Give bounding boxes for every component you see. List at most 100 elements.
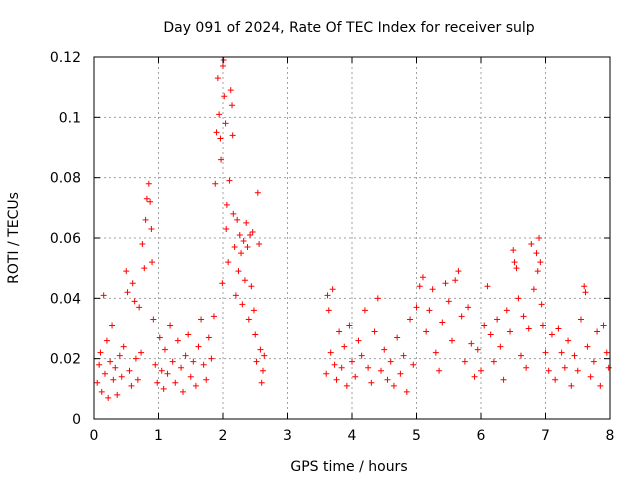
data-point xyxy=(368,379,375,386)
data-point xyxy=(571,352,578,359)
data-point xyxy=(416,283,423,290)
data-point xyxy=(387,358,394,365)
data-point xyxy=(484,283,491,290)
data-point xyxy=(590,358,597,365)
data-point xyxy=(161,346,168,353)
data-point xyxy=(455,268,462,275)
data-point xyxy=(212,180,219,187)
data-point xyxy=(258,379,265,386)
data-point xyxy=(346,322,353,329)
data-point xyxy=(594,328,601,335)
data-point xyxy=(461,358,468,365)
y-tick-label: 0.12 xyxy=(50,50,81,66)
data-point xyxy=(384,376,391,383)
data-point xyxy=(515,295,522,302)
data-point xyxy=(208,355,215,362)
data-point xyxy=(118,373,125,380)
data-point xyxy=(187,373,194,380)
data-point xyxy=(539,322,546,329)
data-point xyxy=(261,352,268,359)
data-point xyxy=(468,340,475,347)
data-point xyxy=(198,316,205,323)
data-point xyxy=(174,337,181,344)
data-point xyxy=(250,307,257,314)
data-point xyxy=(341,343,348,350)
data-point xyxy=(158,367,165,374)
data-point xyxy=(525,325,532,332)
data-point xyxy=(107,358,114,365)
data-point xyxy=(520,313,527,320)
data-point xyxy=(439,319,446,326)
data-point xyxy=(423,328,430,335)
data-point xyxy=(243,219,250,226)
y-tick-label: 0.08 xyxy=(50,171,81,187)
data-point xyxy=(349,358,355,365)
data-point xyxy=(503,307,510,314)
data-point xyxy=(378,367,385,374)
data-point xyxy=(126,367,133,374)
data-point xyxy=(96,361,103,368)
data-point xyxy=(143,195,150,202)
data-point xyxy=(338,364,345,371)
data-point xyxy=(142,216,149,223)
data-point xyxy=(407,316,414,323)
data-point xyxy=(253,358,260,365)
data-point xyxy=(241,277,248,284)
data-point xyxy=(110,376,117,383)
data-point xyxy=(343,382,350,389)
data-point xyxy=(478,367,484,374)
data-point xyxy=(538,301,545,308)
data-point xyxy=(240,238,247,245)
data-point xyxy=(150,316,157,323)
data-point xyxy=(227,87,234,94)
data-point xyxy=(245,316,252,323)
y-tick-label: 0 xyxy=(72,412,81,428)
data-points xyxy=(94,57,612,401)
data-point xyxy=(116,352,123,359)
data-point xyxy=(458,313,465,320)
data-point xyxy=(132,355,139,362)
data-point xyxy=(247,231,254,238)
x-tick-label: 7 xyxy=(541,428,550,444)
data-point xyxy=(528,241,535,248)
data-point xyxy=(229,102,236,109)
data-point xyxy=(156,334,163,341)
data-point xyxy=(558,349,565,356)
data-point xyxy=(329,286,336,293)
grid-lines xyxy=(94,57,610,419)
data-point xyxy=(474,346,481,353)
data-point xyxy=(465,304,472,311)
data-point xyxy=(239,301,246,308)
data-point xyxy=(103,337,110,344)
data-point xyxy=(114,391,121,398)
data-point xyxy=(403,388,410,395)
x-tick-label: 6 xyxy=(477,428,486,444)
data-point xyxy=(352,373,359,380)
data-point xyxy=(429,286,436,293)
data-point xyxy=(574,367,581,374)
data-point xyxy=(134,376,141,383)
data-point xyxy=(136,304,143,311)
data-point xyxy=(507,328,514,335)
data-point xyxy=(259,367,266,374)
data-point xyxy=(600,322,607,329)
data-point xyxy=(94,379,101,386)
data-point xyxy=(605,364,612,371)
data-point xyxy=(545,367,552,374)
data-point xyxy=(236,231,243,238)
x-tick-label: 2 xyxy=(219,428,228,444)
data-point xyxy=(442,280,449,287)
data-point xyxy=(577,316,584,323)
chart-title: Day 091 of 2024, Rate Of TEC Index for r… xyxy=(163,20,534,36)
data-point xyxy=(223,201,230,208)
data-point xyxy=(145,180,152,187)
data-point xyxy=(190,358,197,365)
data-point xyxy=(587,373,594,380)
data-point xyxy=(244,244,251,251)
data-point xyxy=(336,328,343,335)
data-point xyxy=(325,307,332,314)
data-point xyxy=(218,156,225,163)
data-point xyxy=(471,373,478,380)
data-point xyxy=(523,364,530,371)
data-point xyxy=(257,346,264,353)
